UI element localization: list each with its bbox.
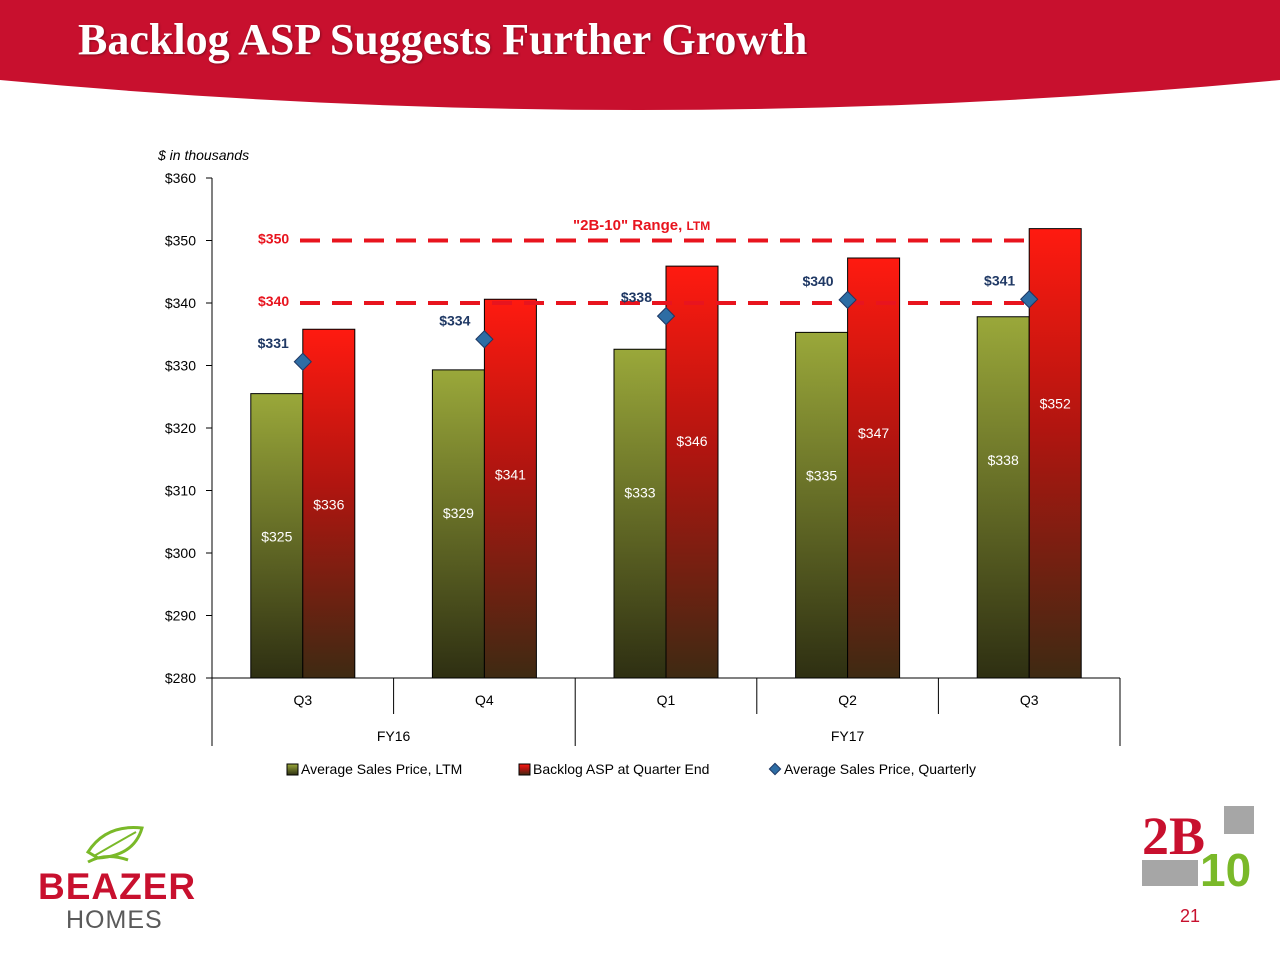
x-tick-label: Q3: [1020, 692, 1039, 708]
x-tick-label: Q2: [838, 692, 857, 708]
brand-sub: HOMES: [66, 906, 163, 934]
bar-backlog: [302, 328, 356, 679]
bar-ltm: [431, 369, 485, 679]
range-annotation-text: "2B-10" Range,: [573, 217, 686, 234]
asp-chart: $ in thousands $280 $290 $300 $310 $320 $330 $3…: [157, 147, 1121, 777]
x-tick-label: Q1: [657, 692, 676, 708]
bar-backlog-label: $341: [495, 466, 526, 482]
legend-label: Backlog ASP at Quarter End: [533, 761, 709, 777]
bar-ltm-label: $325: [261, 529, 292, 545]
y-tick-label: $310: [165, 483, 196, 499]
x-tick-label: Q4: [475, 692, 494, 708]
quarterly-marker-label: $341: [984, 272, 1015, 288]
bar-ltm-label: $335: [806, 467, 837, 483]
unit-note: $ in thousands: [157, 147, 249, 163]
bar-backlog-label: $346: [676, 433, 707, 449]
range-line-label: $340: [258, 293, 289, 309]
y-tick-label: $300: [165, 545, 196, 561]
y-tick-label: $350: [165, 233, 196, 249]
quarterly-marker: [475, 330, 494, 349]
quarterly-marker: [838, 290, 857, 310]
range-annotation-suffix: LTM: [686, 219, 710, 233]
quarterly-marker: [1020, 290, 1039, 309]
y-tick-label: $320: [165, 420, 196, 436]
y-tick-label: $340: [165, 295, 196, 311]
slide-title: Backlog ASP Suggests Further Growth: [78, 15, 808, 64]
bar-ltm-label: $338: [988, 452, 1019, 468]
slide-header: [0, 0, 1280, 112]
bar-backlog-label: $336: [313, 496, 344, 512]
bar-backlog: [483, 298, 537, 679]
y-tick-label: $360: [165, 170, 196, 186]
quarterly-marker: [656, 306, 676, 326]
brand-name: BEAZER: [38, 866, 197, 907]
bar-backlog: [1028, 228, 1082, 679]
logo-10-text: 10: [1200, 844, 1251, 892]
x-group-label: FY17: [831, 728, 865, 744]
bar-backlog-label: $352: [1040, 396, 1071, 412]
quarterly-marker-label: $331: [258, 335, 289, 351]
bar-backlog: [665, 265, 719, 679]
y-tick-label: $330: [165, 358, 196, 374]
quarterly-marker-label: $334: [439, 312, 470, 328]
range-line-label: $350: [258, 231, 289, 247]
x-tick-label: Q3: [293, 692, 312, 708]
legend-swatch: [286, 763, 299, 776]
2b10-logo: 2B 10: [1142, 806, 1254, 892]
quarterly-marker-label: $338: [621, 289, 652, 305]
y-tick-label: $280: [165, 670, 196, 686]
y-tick-label: $290: [165, 608, 196, 624]
quarterly-marker-label: $340: [802, 273, 833, 289]
bar-backlog-label: $347: [858, 425, 889, 441]
beazer-homes-logo: [85, 826, 144, 864]
bar-ltm: [976, 316, 1030, 679]
bar-ltm-label: $333: [624, 484, 655, 500]
bar-ltm: [250, 393, 304, 679]
quarterly-marker: [293, 352, 312, 371]
bar-backlog: [847, 257, 901, 679]
bar-ltm: [613, 348, 667, 679]
page-number: 21: [1180, 906, 1201, 926]
logo-2b-text: 2B: [1142, 806, 1205, 866]
legend-swatch: [768, 762, 782, 776]
legend-swatch: [518, 763, 531, 776]
legend-label: Average Sales Price, Quarterly: [784, 761, 976, 777]
bar-ltm-label: $329: [443, 505, 474, 521]
header-band: [0, 0, 1280, 110]
leaf-icon: [85, 826, 144, 864]
legend-label: Average Sales Price, LTM: [301, 761, 462, 777]
range-annotation: "2B-10" Range, LTM: [573, 217, 710, 234]
bar-ltm: [795, 331, 849, 679]
x-group-label: FY16: [377, 728, 411, 744]
